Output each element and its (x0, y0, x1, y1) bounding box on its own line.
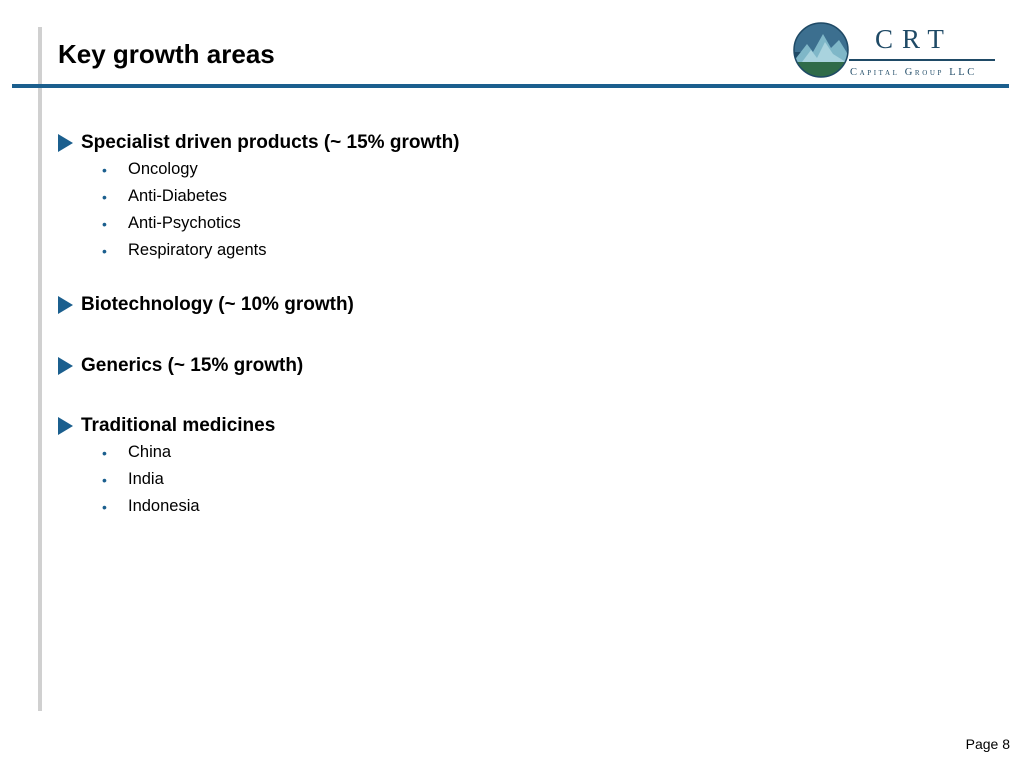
dot-bullet-icon: • (102, 242, 107, 259)
section-heading: Traditional medicines (58, 413, 958, 439)
sub-bullet-list: • Oncology • Anti-Diabetes • Anti-Psycho… (58, 156, 958, 264)
bullet-content: Specialist driven products (~ 15% growth… (58, 130, 958, 520)
logo-crt-text: CRT (875, 24, 953, 54)
crt-logo: CRT Capital Group LLC (793, 22, 998, 82)
list-item-label: Anti-Psychotics (128, 214, 241, 232)
dot-bullet-icon: • (102, 471, 107, 488)
section-traditional-medicines: Traditional medicines • China • India • … (58, 413, 958, 520)
dot-bullet-icon: • (102, 161, 107, 178)
header-rule (12, 84, 1009, 88)
list-item-label: India (128, 470, 164, 488)
list-item: • Respiratory agents (102, 237, 958, 264)
triangle-bullet-icon (58, 134, 73, 152)
section-heading: Biotechnology (~ 10% growth) (58, 292, 958, 318)
dot-bullet-icon: • (102, 498, 107, 515)
section-title: Biotechnology (~ 10% growth) (81, 294, 354, 315)
section-biotechnology: Biotechnology (~ 10% growth) (58, 292, 958, 318)
logo-divider (849, 59, 995, 61)
dot-bullet-icon: • (102, 444, 107, 461)
crt-emblem-icon (793, 22, 849, 78)
dot-bullet-icon: • (102, 188, 107, 205)
list-item-label: China (128, 443, 172, 461)
list-item: • India (102, 466, 958, 493)
section-generics: Generics (~ 15% growth) (58, 353, 958, 379)
triangle-bullet-icon (58, 296, 73, 314)
section-title: Specialist driven products (~ 15% growth… (81, 132, 460, 153)
section-specialist-products: Specialist driven products (~ 15% growth… (58, 130, 958, 264)
list-item: • Oncology (102, 156, 958, 183)
section-heading: Specialist driven products (~ 15% growth… (58, 130, 958, 156)
list-item-label: Indonesia (128, 497, 200, 515)
list-item-label: Oncology (128, 160, 198, 178)
list-item: • China (102, 439, 958, 466)
dot-bullet-icon: • (102, 215, 107, 232)
section-title: Traditional medicines (81, 415, 276, 436)
slide-title: Key growth areas (58, 39, 275, 69)
list-item-label: Respiratory agents (128, 241, 267, 259)
list-item: • Anti-Diabetes (102, 183, 958, 210)
section-title: Generics (~ 15% growth) (81, 355, 304, 376)
list-item-label: Anti-Diabetes (128, 187, 228, 205)
logo-subtitle: Capital Group LLC (850, 67, 977, 78)
page-number: Page 8 (965, 736, 1010, 752)
triangle-bullet-icon (58, 417, 73, 435)
triangle-bullet-icon (58, 357, 73, 375)
section-heading: Generics (~ 15% growth) (58, 353, 958, 379)
list-item: • Indonesia (102, 493, 958, 520)
list-item: • Anti-Psychotics (102, 210, 958, 237)
sub-bullet-list: • China • India • Indonesia (58, 439, 958, 520)
left-margin-rule (38, 27, 42, 711)
